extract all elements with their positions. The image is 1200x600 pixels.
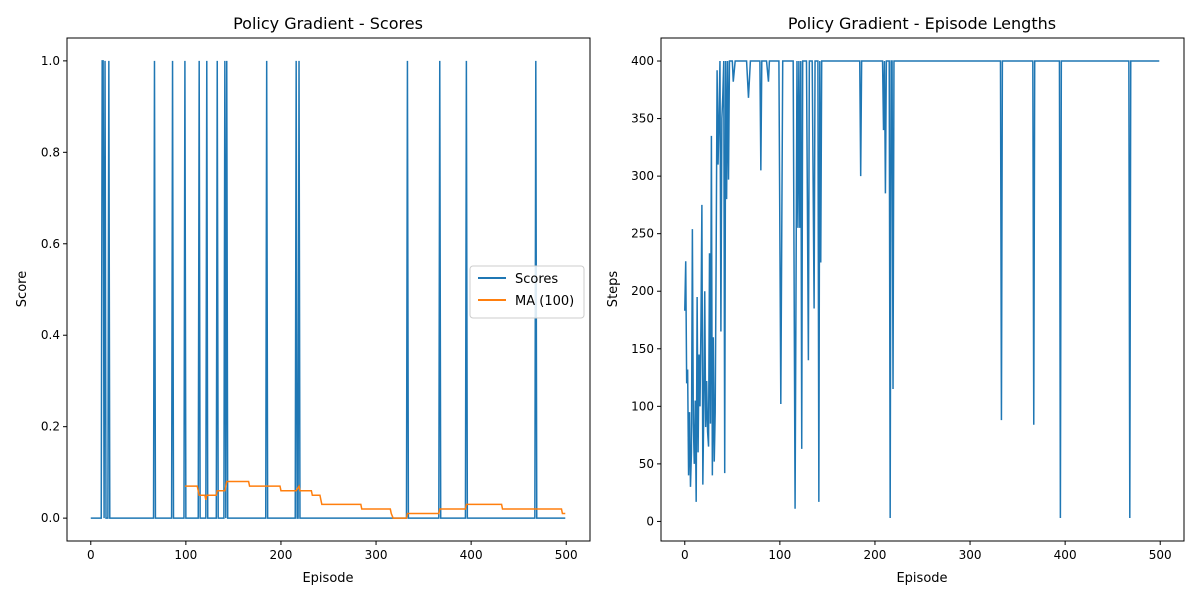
lengths-y-tick-label: 50 — [639, 457, 654, 471]
scores-subplot: Policy Gradient - Scores 0 100 200 300 400 50… — [15, 14, 591, 586]
scores-axes-frame — [66, 37, 591, 542]
lengths-x-tick-label: 400 — [1054, 548, 1077, 562]
lengths-chart-title: Policy Gradient - Episode Lengths — [788, 14, 1056, 33]
lengths-x-tick-label: 100 — [768, 548, 791, 562]
lengths-y-tick-label: 100 — [631, 399, 654, 413]
lengths-y-tick-label: 400 — [631, 54, 654, 68]
scores-y-tick-label: 0.8 — [41, 145, 60, 159]
lengths-plot-area — [684, 60, 1160, 518]
lengths-axes-frame — [660, 37, 1185, 542]
lengths-x-tick-label: 0 — [681, 548, 689, 562]
lengths-y-tick-label: 300 — [631, 169, 654, 183]
scores-x-tick-label: 200 — [270, 548, 293, 562]
scores-y-tick-label: 0.6 — [41, 237, 60, 251]
moving-average-series-line — [184, 480, 566, 519]
scores-x-tick-label: 100 — [174, 548, 197, 562]
scores-ticks: 0 100 200 300 400 500 0.0 0.2 0.4 0.6 0.8 1.0 — [41, 54, 578, 562]
scores-x-axis-label: Episode — [302, 571, 353, 586]
lengths-x-tick-label: 300 — [959, 548, 982, 562]
lengths-x-axis-label: Episode — [896, 571, 947, 586]
lengths-y-tick-label: 350 — [631, 112, 654, 126]
scores-x-tick-label: 0 — [87, 548, 95, 562]
scores-series-line — [90, 60, 566, 519]
legend-label-scores: Scores — [515, 272, 558, 287]
scores-y-axis-label: Score — [15, 271, 30, 307]
scores-plot-area — [90, 60, 566, 519]
scores-y-tick-label: 0.2 — [41, 420, 60, 434]
scores-x-tick-label: 400 — [460, 548, 483, 562]
scores-x-tick-label: 500 — [555, 548, 578, 562]
scores-y-tick-label: 0.0 — [41, 511, 60, 525]
lengths-x-tick-label: 200 — [864, 548, 887, 562]
episode-lengths-series-line — [684, 60, 1160, 518]
scores-y-tick-label: 0.4 — [41, 328, 60, 342]
legend-label-ma: MA (100) — [515, 294, 574, 309]
lengths-y-tick-label: 250 — [631, 227, 654, 241]
scores-legend: Scores MA (100) — [469, 265, 585, 319]
scores-chart-title: Policy Gradient - Scores — [233, 14, 423, 33]
scores-x-tick-label: 300 — [365, 548, 388, 562]
lengths-ticks: 0 100 200 300 400 500 0 50 100 150 200 250 300 350 400 — [631, 54, 1172, 562]
lengths-y-tick-label: 0 — [646, 514, 654, 528]
lengths-y-axis-label: Steps — [606, 271, 621, 308]
lengths-y-tick-label: 200 — [631, 284, 654, 298]
scores-y-tick-label: 1.0 — [41, 54, 60, 68]
lengths-x-tick-label: 500 — [1149, 548, 1172, 562]
lengths-subplot: Policy Gradient - Episode Lengths 0 100 20… — [606, 14, 1185, 586]
lengths-y-tick-label: 150 — [631, 342, 654, 356]
